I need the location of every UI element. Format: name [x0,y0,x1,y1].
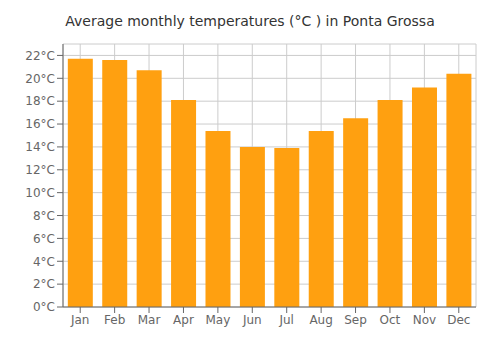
svg-text:16°C: 16°C [25,117,55,131]
svg-text:2°C: 2°C [33,277,55,291]
svg-text:Jul: Jul [278,313,293,327]
svg-text:14°C: 14°C [25,140,55,154]
svg-text:20°C: 20°C [25,72,55,86]
svg-text:Mar: Mar [138,313,161,327]
svg-text:Feb: Feb [104,313,125,327]
svg-text:22°C: 22°C [25,49,55,63]
svg-text:May: May [205,313,230,327]
svg-text:8°C: 8°C [33,209,55,223]
svg-text:Oct: Oct [380,313,401,327]
svg-text:Jan: Jan [70,313,90,327]
svg-text:0°C: 0°C [33,300,55,314]
svg-text:6°C: 6°C [33,232,55,246]
svg-text:10°C: 10°C [25,186,55,200]
svg-text:Dec: Dec [447,313,470,327]
svg-text:Nov: Nov [413,313,436,327]
svg-text:12°C: 12°C [25,163,55,177]
html-text:Average monthly temperatures (: Average monthly temperatures (°C ) in Po… [65,13,435,29]
svg-text:Apr: Apr [173,313,194,327]
svg-text:Sep: Sep [344,313,367,327]
svg-text:4°C: 4°C [33,255,55,269]
svg-text:Jun: Jun [242,313,262,327]
svg-text:18°C: 18°C [25,94,55,108]
svg-text:Aug: Aug [309,313,332,327]
